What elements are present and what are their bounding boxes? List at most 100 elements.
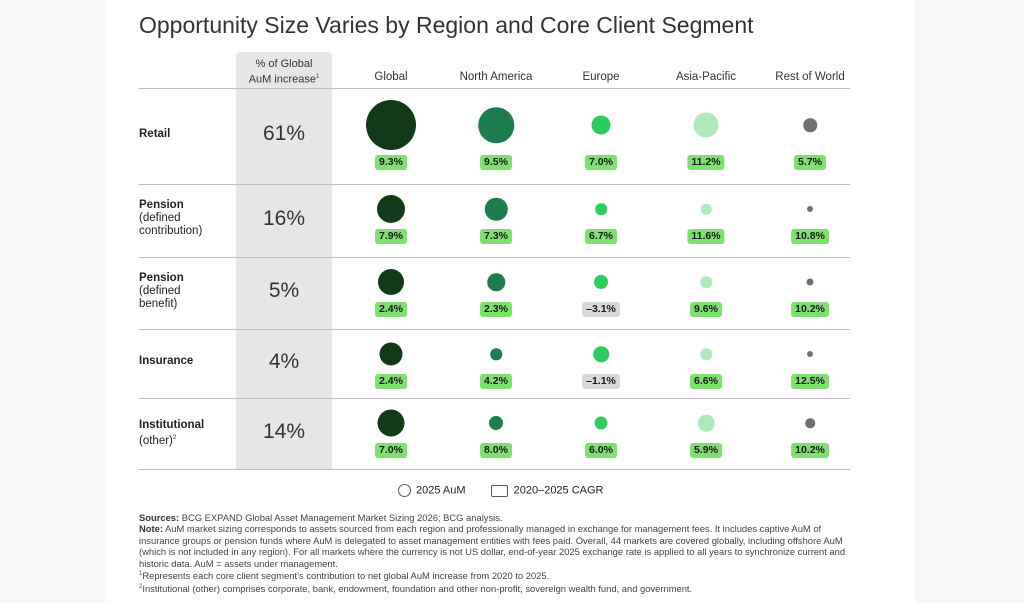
row-label: Retail	[139, 128, 170, 141]
sources-line: Sources: BCG EXPAND Global Asset Managem…	[139, 512, 851, 523]
legend-cagr-label: 2020–2025 CAGR	[513, 484, 604, 497]
cagr-badge: 11.2%	[687, 155, 725, 170]
pct-column-header: % of Global AuM increase1	[236, 58, 332, 87]
cagr-badge: –3.1%	[582, 302, 620, 317]
row-label: Insurance	[139, 355, 193, 368]
column-header-rest-of-world: Rest of World	[775, 71, 845, 83]
aum-bubble	[591, 115, 611, 135]
row-label-footnote: 2	[172, 434, 177, 441]
cagr-badge: –1.1%	[582, 374, 620, 389]
row-label-sub: (defined contribution)	[139, 212, 203, 237]
pct-column-shade	[236, 52, 332, 469]
pct-value: 5%	[268, 279, 300, 302]
note-line: Note: AuM market sizing corresponds to a…	[139, 523, 851, 569]
cagr-badge: 8.0%	[480, 443, 512, 458]
aum-bubble	[700, 203, 712, 215]
footnote-2: 2Institutional (other) comprises corpora…	[139, 582, 851, 595]
sources-text: BCG EXPAND Global Asset Management Marke…	[179, 512, 503, 523]
cagr-badge: 7.3%	[480, 229, 512, 244]
row-label-name: Pension	[139, 271, 184, 284]
column-header-europe: Europe	[582, 71, 620, 83]
row-label-name: Institutional	[139, 418, 205, 431]
header-rule	[139, 88, 850, 89]
aum-bubble	[487, 273, 505, 291]
column-header-asia-pacific: Asia-Pacific	[675, 71, 737, 83]
aum-bubble	[478, 107, 514, 143]
aum-bubble	[484, 197, 508, 221]
row-label-sub: (defined benefit)	[139, 284, 181, 310]
aum-bubble	[378, 269, 404, 295]
sources-label: Sources:	[139, 512, 180, 523]
pct-header-line2: AuM increase	[248, 73, 316, 86]
row-label-sub: (other)	[139, 434, 173, 447]
row-rule	[139, 398, 850, 399]
pct-value: 16%	[262, 206, 306, 230]
aum-bubble	[803, 118, 817, 132]
aum-bubble	[593, 346, 609, 362]
legend-aum-label: 2025 AuM	[416, 484, 466, 497]
aum-bubble	[807, 351, 813, 357]
footnote-1-text: Represents each core client segment’s co…	[142, 570, 550, 582]
row-label: Pension (defined benefit)	[139, 272, 191, 311]
row-rule	[139, 184, 850, 185]
note-label: Note:	[139, 523, 163, 535]
aum-bubble	[594, 416, 608, 430]
legend-rect-swatch	[490, 484, 508, 497]
row-label: Institutional (other)2	[139, 419, 219, 448]
aum-bubble	[595, 203, 607, 215]
cagr-badge: 7.9%	[375, 229, 407, 244]
row-rule	[139, 257, 850, 258]
aum-bubble	[807, 206, 813, 212]
aum-bubble	[377, 195, 405, 223]
aum-bubble	[697, 414, 715, 432]
row-rule	[139, 469, 850, 470]
footnote-2-mark: 2	[139, 583, 143, 590]
aum-bubble	[806, 278, 814, 286]
aum-bubble	[366, 100, 416, 150]
row-label-name: Retail	[139, 127, 171, 140]
cagr-badge: 5.9%	[690, 443, 722, 458]
cagr-badge: 10.2%	[791, 443, 829, 458]
footnote-1: 1Represents each core client segment’s c…	[139, 569, 851, 582]
column-header-north-america: North America	[459, 71, 533, 83]
cagr-badge: 9.6%	[690, 302, 722, 317]
cagr-badge: 7.0%	[375, 443, 407, 458]
aum-bubble	[700, 276, 712, 288]
cagr-badge: 9.5%	[480, 155, 512, 170]
cagr-badge: 2.4%	[375, 374, 407, 389]
footnote-1-mark: 1	[139, 571, 143, 578]
aum-bubble	[489, 416, 503, 430]
aum-bubble	[700, 348, 712, 360]
cagr-badge: 6.6%	[690, 374, 722, 389]
aum-bubble	[594, 275, 608, 289]
row-rule	[139, 329, 850, 330]
note-text: AuM market sizing corresponds to assets …	[139, 523, 846, 569]
column-header-global: Global	[374, 71, 408, 83]
row-label-name: Insurance	[139, 355, 194, 367]
pct-header-line1: % of Global	[255, 58, 313, 70]
cagr-badge: 2.4%	[375, 302, 407, 317]
row-label: Pension (defined contribution)	[139, 199, 211, 238]
cagr-badge: 5.7%	[794, 155, 826, 170]
pct-value: 61%	[262, 122, 306, 145]
aum-bubble	[490, 348, 502, 360]
cagr-badge: 2.3%	[480, 302, 512, 317]
chart-title: Opportunity Size Varies by Region and Co…	[139, 12, 754, 38]
cagr-badge: 10.2%	[791, 302, 829, 317]
aum-bubble	[805, 418, 815, 428]
notes-block: Sources: BCG EXPAND Global Asset Managem…	[139, 512, 851, 594]
cagr-badge: 4.2%	[480, 374, 512, 389]
cagr-badge: 10.8%	[791, 229, 829, 244]
legend-circle-swatch	[398, 484, 411, 497]
pct-value: 14%	[262, 419, 306, 443]
legend: 2025 AuM 2020–2025 CAGR	[398, 484, 604, 497]
aum-bubble	[377, 409, 405, 437]
cagr-badge: 11.6%	[687, 229, 725, 244]
cagr-badge: 7.0%	[585, 155, 617, 170]
footnote-2-text: Institutional (other) comprises corporat…	[142, 582, 693, 594]
aum-bubble	[693, 112, 719, 138]
cagr-badge: 6.7%	[585, 229, 617, 244]
cagr-badge: 12.5%	[791, 374, 829, 389]
cagr-badge: 6.0%	[585, 443, 617, 458]
aum-bubble	[379, 342, 403, 366]
